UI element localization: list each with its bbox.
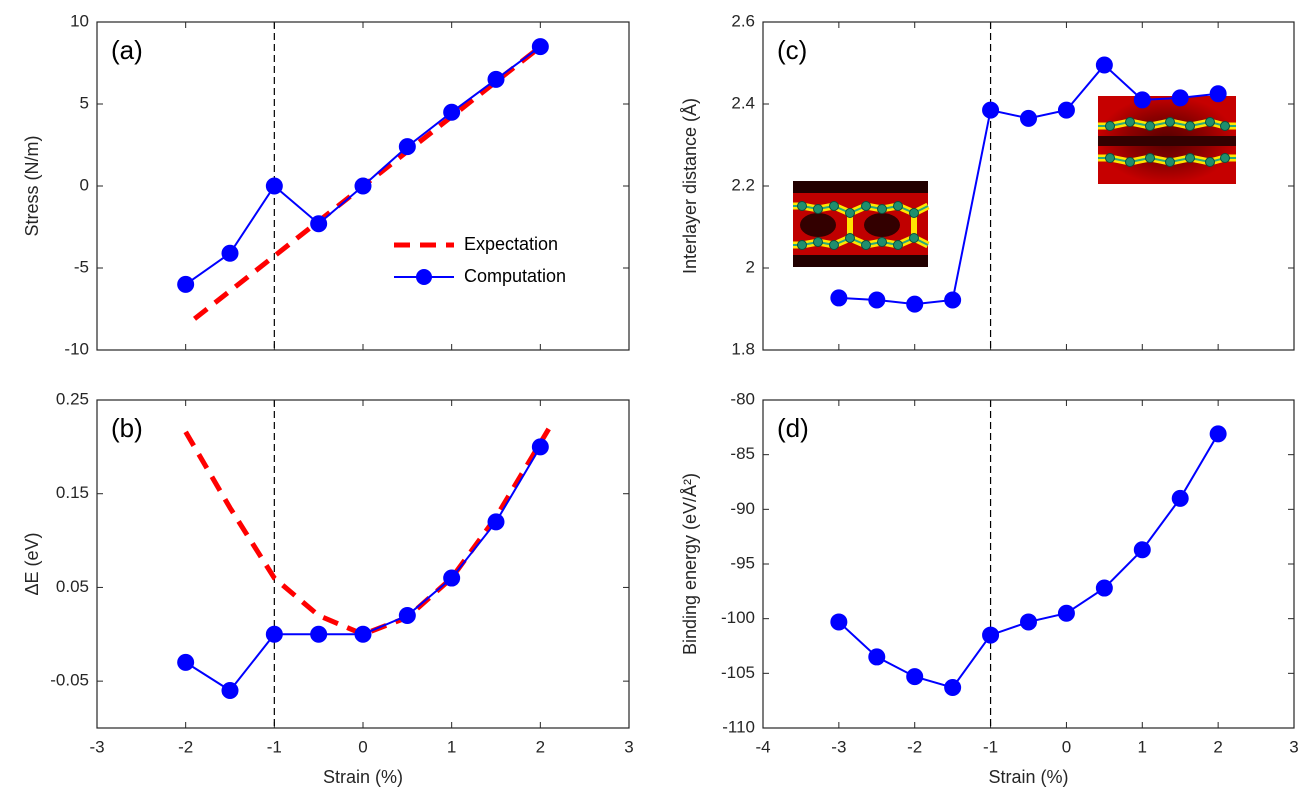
legend-label: Computation [464,266,566,286]
data-point [906,668,924,686]
y-tick-label: 2 [746,257,755,276]
data-point [1133,91,1151,109]
data-point [443,103,461,121]
data-point [1171,89,1189,107]
y-tick-label: -10 [64,339,89,358]
y-tick-label: -85 [730,444,755,463]
y-tick-label: -80 [730,389,755,408]
data-point [1133,541,1151,559]
data-point [1020,109,1037,127]
data-point [1209,425,1227,443]
y-tick-label: -0.05 [50,671,89,690]
data-point [944,679,962,697]
y-tick-label: 10 [70,11,89,30]
data-point [310,215,328,233]
y-axis-label: Interlayer distance (Å) [680,98,700,274]
y-tick-label: 5 [80,93,89,112]
data-point [443,569,461,587]
data-point [1171,489,1189,507]
data-point [398,607,416,625]
series-line [185,446,542,692]
y-axis-label: Binding energy (eV/Å²) [680,473,700,655]
y-tick-label: -95 [730,553,755,572]
data-point [1095,56,1113,74]
x-tick-label: 1 [1138,737,1147,756]
y-tick-label: 0.15 [56,483,89,502]
data-point [1057,101,1075,119]
data-point [868,291,886,309]
y-axis-label: Stress (N/m) [22,136,42,237]
y-tick-label: 0.05 [56,577,89,596]
axes-box [96,21,630,351]
axes-box [762,21,1295,351]
x-tick-label: 3 [1289,737,1298,756]
panel-label: (a) [111,35,143,65]
y-tick-label: 2.6 [731,11,755,30]
y-tick-label: -100 [721,608,755,627]
data-point [354,625,372,643]
x-tick-label: 2 [1213,737,1222,756]
x-tick-label: -4 [755,737,770,756]
data-point [982,626,1000,644]
data-point [221,244,239,262]
data-point [906,295,924,313]
data-point [487,513,505,531]
data-point [1020,613,1037,631]
legend-marker [416,269,432,285]
panel-label: (d) [777,413,809,443]
inset-separated [1098,96,1236,184]
x-tick-label: -3 [831,737,846,756]
y-tick-label: 0 [80,175,89,194]
x-tick-label: -1 [983,737,998,756]
x-axis-label: Strain (%) [323,767,403,787]
data-point [944,291,962,309]
data-point [868,648,886,666]
data-point [354,177,372,195]
y-tick-label: -5 [74,257,89,276]
data-point [830,289,848,307]
x-tick-label: 3 [624,737,633,756]
panel-label: (c) [777,35,807,65]
data-point [1095,579,1113,597]
x-tick-label: 0 [1062,737,1071,756]
panel-label: (b) [111,413,143,443]
data-point [398,138,416,156]
inset-bonded [793,181,930,267]
y-tick-label: 2.2 [731,175,755,194]
y-tick-label: -90 [730,499,755,518]
y-tick-label: 1.8 [731,339,755,358]
data-point [531,38,549,56]
y-tick-label: 2.4 [731,93,755,112]
data-point [310,625,328,643]
x-tick-label: 2 [536,737,545,756]
legend-label: Expectation [464,234,558,254]
x-tick-label: -2 [907,737,922,756]
data-point [1209,85,1227,103]
x-tick-label: 0 [358,737,367,756]
data-point [221,682,239,700]
series-line [838,433,1220,689]
data-point [265,177,283,195]
y-tick-label: 0.25 [56,389,89,408]
axes-box [762,399,1295,729]
axes-box [96,399,630,729]
y-tick-label: -110 [722,717,755,736]
y-axis-label: ΔE (eV) [22,532,42,595]
x-tick-label: -2 [178,737,193,756]
data-point [177,653,195,671]
x-axis-label: Strain (%) [988,767,1068,787]
data-point [487,70,505,88]
data-point [265,625,283,643]
data-point [177,275,195,293]
data-point [830,613,848,631]
series-line [183,426,552,637]
data-point [982,101,1000,119]
x-tick-label: 1 [447,737,456,756]
data-point [531,438,549,456]
x-tick-label: -3 [89,737,104,756]
data-point [1057,604,1075,622]
x-tick-label: -1 [267,737,282,756]
y-tick-label: -105 [721,663,755,682]
